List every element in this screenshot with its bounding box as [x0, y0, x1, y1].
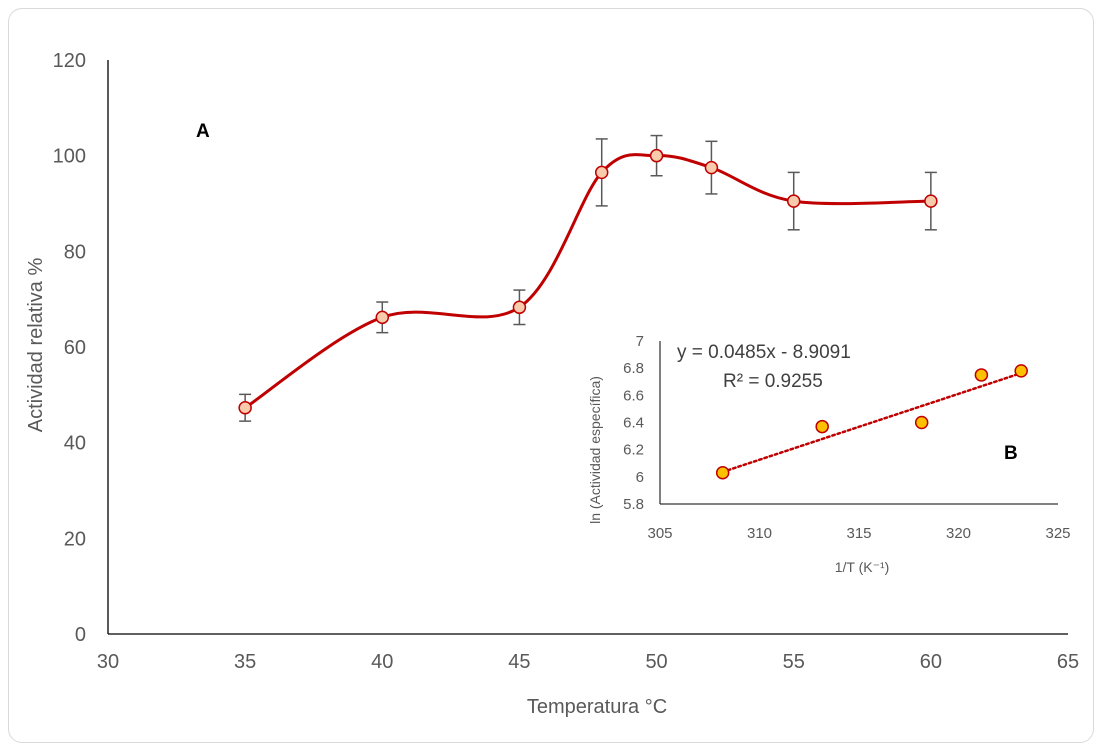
main-x-tick-label: 55	[783, 651, 805, 673]
main-x-tick-label: 30	[97, 651, 119, 673]
chart-frame	[8, 8, 1094, 743]
main-y-tick-label: 20	[64, 528, 86, 550]
inset-data-point	[715, 466, 730, 480]
main-data-point	[512, 300, 527, 315]
inset-x-tick-label: 305	[647, 525, 672, 542]
inset-y-tick-label: 6.6	[623, 387, 644, 404]
main-data-point	[649, 148, 664, 163]
main-x-tick-label: 50	[645, 651, 667, 673]
inset-axes	[659, 341, 1058, 505]
inset-data-point	[914, 415, 929, 430]
main-axes	[107, 60, 1068, 635]
inset-ticks: 305 310 315 320 325 5.8 6 6.2 6.4 6.6 6.8 7	[623, 333, 1070, 542]
main-data-point	[924, 194, 938, 208]
main-y-tick-label: 60	[64, 337, 86, 359]
inset-x-tick-label: 320	[946, 525, 971, 542]
main-y-tick-label: 40	[64, 433, 86, 455]
panel-label-a: A	[196, 121, 210, 142]
inset-series	[715, 364, 1028, 480]
inset-chart: 305 310 315 320 325 5.8 6 6.2 6.4 6.6 6.8 7 1/T (K⁻…	[587, 333, 1071, 575]
main-x-axis-title: Temperatura °C	[527, 696, 667, 718]
inset-x-tick-label: 310	[747, 525, 772, 542]
main-x-tick-label: 35	[234, 651, 256, 673]
inset-y-tick-label: 7	[636, 333, 644, 350]
main-ticks: 30 35 40 45 50 55 60 65 0 20 40 60 80 100 120	[53, 50, 1080, 673]
inset-data-point	[815, 419, 829, 434]
main-x-tick-label: 65	[1057, 651, 1079, 673]
main-data-point	[786, 194, 801, 208]
main-x-tick-label: 45	[508, 651, 530, 673]
main-x-tick-label: 60	[920, 651, 942, 673]
inset-y-axis-title: ln (Actividad específica)	[587, 376, 603, 524]
inset-y-tick-label: 5.8	[623, 496, 644, 513]
main-data-point	[238, 400, 252, 415]
inset-trendline	[721, 371, 1023, 474]
main-y-tick-label: 80	[64, 241, 86, 263]
inset-y-tick-label: 6.2	[623, 442, 644, 459]
trendline-equation: y = 0.0485x - 8.9091	[677, 342, 851, 363]
main-series	[238, 134, 938, 422]
inset-data-point	[1014, 364, 1028, 378]
main-data-point	[375, 310, 390, 325]
main-y-axis-title: Actividad relativa %	[25, 258, 47, 433]
inset-x-axis-title: 1/T (K⁻¹)	[835, 559, 890, 575]
main-y-tick-label: 100	[53, 146, 86, 168]
inset-y-tick-label: 6.4	[623, 415, 644, 432]
main-chart: 30 35 40 45 50 55 60 65 0 20 40 60 80 100 120 Temperat…	[25, 50, 1079, 718]
inset-data-point	[974, 368, 989, 382]
main-data-point	[704, 160, 719, 175]
main-series-line	[244, 153, 931, 410]
inset-y-tick-label: 6.8	[623, 360, 644, 377]
inset-x-tick-label: 315	[846, 525, 871, 542]
inset-x-tick-label: 325	[1045, 525, 1070, 542]
panel-label-b: B	[1004, 443, 1018, 464]
main-x-tick-label: 40	[371, 651, 393, 673]
main-data-point	[594, 165, 609, 180]
trendline-r2: R² = 0.9255	[723, 371, 823, 392]
inset-y-tick-label: 6	[636, 469, 644, 486]
main-y-tick-label: 0	[75, 624, 86, 646]
main-y-tick-label: 120	[53, 50, 86, 72]
